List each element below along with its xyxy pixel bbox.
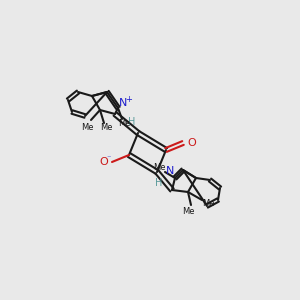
Text: +: + [126,94,132,103]
Text: Me: Me [81,122,93,131]
Text: O: O [188,138,196,148]
Text: Me: Me [100,124,112,133]
Text: ⁻: ⁻ [107,154,111,163]
Text: Me: Me [118,119,130,128]
Text: Me: Me [182,208,194,217]
Text: H: H [155,178,163,188]
Text: Me: Me [153,163,165,172]
Text: H: H [128,117,136,127]
Text: Me: Me [202,200,214,208]
Text: O: O [100,157,108,167]
Text: N: N [166,166,174,176]
Text: N: N [119,98,127,108]
